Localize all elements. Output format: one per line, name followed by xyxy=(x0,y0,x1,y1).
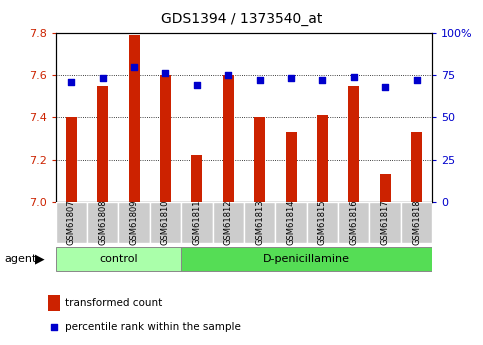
Bar xyxy=(254,117,265,202)
Bar xyxy=(244,202,275,243)
Point xyxy=(287,76,295,81)
Bar xyxy=(369,202,401,243)
Bar xyxy=(348,86,359,202)
Text: transformed count: transformed count xyxy=(65,298,162,308)
Text: GSM61811: GSM61811 xyxy=(192,200,201,245)
Bar xyxy=(285,132,297,202)
Bar xyxy=(317,115,328,202)
Point xyxy=(99,76,107,81)
Bar xyxy=(223,75,234,202)
Bar xyxy=(160,75,171,202)
Text: GSM61810: GSM61810 xyxy=(161,200,170,245)
Text: GSM61808: GSM61808 xyxy=(98,200,107,245)
Text: GDS1394 / 1373540_at: GDS1394 / 1373540_at xyxy=(161,12,322,26)
Point xyxy=(224,72,232,78)
Text: control: control xyxy=(99,254,138,264)
Bar xyxy=(56,247,181,271)
Text: GSM61814: GSM61814 xyxy=(286,200,296,245)
Text: GSM61817: GSM61817 xyxy=(381,200,390,245)
Bar xyxy=(191,155,202,202)
Bar xyxy=(118,202,150,243)
Text: ▶: ▶ xyxy=(35,252,44,265)
Bar xyxy=(307,202,338,243)
Bar xyxy=(128,35,140,202)
Text: GSM61807: GSM61807 xyxy=(67,200,76,245)
Text: GSM61812: GSM61812 xyxy=(224,200,233,245)
Text: percentile rank within the sample: percentile rank within the sample xyxy=(65,322,241,332)
Point xyxy=(256,77,264,83)
Point xyxy=(161,71,170,76)
Bar xyxy=(150,202,181,243)
Bar xyxy=(87,202,118,243)
Point xyxy=(382,84,389,90)
Text: D-penicillamine: D-penicillamine xyxy=(263,254,350,264)
Bar xyxy=(338,202,369,243)
Bar xyxy=(380,174,391,202)
Bar xyxy=(411,132,422,202)
Bar xyxy=(275,202,307,243)
Point xyxy=(319,77,327,83)
Bar xyxy=(97,86,108,202)
Text: agent: agent xyxy=(5,254,37,264)
Bar xyxy=(66,117,77,202)
Text: GSM61816: GSM61816 xyxy=(349,200,358,245)
Text: GSM61809: GSM61809 xyxy=(129,200,139,245)
Point xyxy=(68,79,75,85)
Text: GSM61815: GSM61815 xyxy=(318,200,327,245)
Bar xyxy=(56,202,87,243)
Point xyxy=(412,77,420,83)
Text: GSM61818: GSM61818 xyxy=(412,200,421,245)
Point xyxy=(350,74,357,79)
Bar xyxy=(401,202,432,243)
Bar xyxy=(181,247,432,271)
Point xyxy=(130,64,138,69)
Bar xyxy=(213,202,244,243)
Bar xyxy=(181,202,213,243)
Text: GSM61813: GSM61813 xyxy=(255,200,264,245)
Point xyxy=(193,82,201,88)
